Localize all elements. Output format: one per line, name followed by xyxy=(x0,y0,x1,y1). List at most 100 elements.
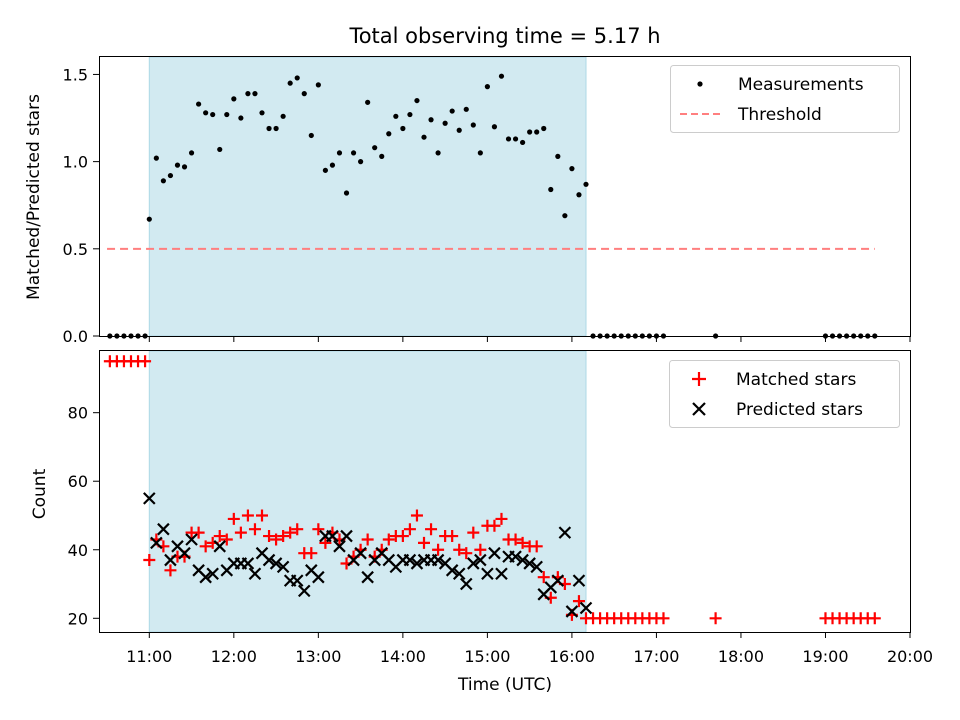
measurement-point xyxy=(548,186,554,193)
legend-matched-label: Matched stars xyxy=(736,370,856,390)
matched-star-point xyxy=(234,526,247,539)
x-tick-label: 18:00 xyxy=(718,647,764,666)
measurement-point xyxy=(153,155,159,161)
matched-star-point xyxy=(164,564,177,577)
measurement-point xyxy=(386,131,392,137)
x-tick-label: 17:00 xyxy=(633,647,679,666)
predicted-star-point xyxy=(410,557,424,570)
bottom-y-ticks: 20 40 60 80 xyxy=(68,404,100,628)
measurement-point xyxy=(414,97,420,104)
predicted-star-point xyxy=(565,605,579,618)
measurement-point xyxy=(534,129,540,135)
legend-measurements-marker xyxy=(697,81,703,87)
shaded-observing-span xyxy=(148,350,587,633)
y-tick-label: 80 xyxy=(68,404,88,423)
measurement-point xyxy=(174,162,181,168)
predicted-star-point xyxy=(290,574,304,587)
predicted-star-point xyxy=(213,540,227,553)
matched-star-point xyxy=(291,523,304,536)
matched-star-point xyxy=(572,595,585,608)
predicted-star-point xyxy=(403,553,417,567)
predicted-star-point xyxy=(474,553,487,567)
matched-star-point xyxy=(410,509,423,522)
predicted-star-point xyxy=(509,550,522,563)
matched-star-point xyxy=(270,533,283,546)
matched-star-point xyxy=(284,526,297,539)
matched-star-point xyxy=(446,530,459,543)
top-y-ticks: 0.0 0.5 1.0 1.5 xyxy=(63,65,100,346)
predicted-star-point xyxy=(241,557,255,570)
top-x-ticks xyxy=(148,336,911,342)
legend-matched-marker xyxy=(692,372,706,386)
measurement-point xyxy=(196,101,202,107)
measurement-point xyxy=(301,91,307,97)
matched-star-point xyxy=(530,540,543,553)
measurement-point xyxy=(428,117,434,123)
bottom-shaded-span-layer xyxy=(148,350,587,633)
predicted-star-point xyxy=(354,546,367,560)
y-tick-label: 20 xyxy=(68,609,88,628)
measurement-point xyxy=(188,150,195,156)
measurement-point xyxy=(259,110,265,116)
measurement-point xyxy=(203,110,209,116)
predicted-star-point xyxy=(445,564,459,577)
top-y-axis-label: Matched/Predicted stars xyxy=(24,94,44,300)
y-tick-label: 1.0 xyxy=(63,153,88,172)
measurement-point xyxy=(280,113,286,119)
predicted-star-point xyxy=(579,601,593,615)
matched-star-point xyxy=(199,540,212,553)
predicted-star-point xyxy=(558,526,572,539)
predicted-star-point xyxy=(276,560,290,574)
measurement-point xyxy=(210,111,216,118)
legend-predicted-marker xyxy=(692,402,706,416)
matched-star-point xyxy=(453,543,466,556)
predicted-star-point xyxy=(185,533,198,546)
measurement-point xyxy=(470,122,476,128)
measurement-point xyxy=(393,113,399,119)
predicted-star-point xyxy=(157,522,170,536)
measurement-point xyxy=(167,172,174,179)
predicted-star-point xyxy=(361,570,374,584)
predicted-star-point xyxy=(530,560,543,574)
matched-star-point xyxy=(192,526,205,539)
measurement-point xyxy=(294,75,300,81)
measurement-point xyxy=(505,136,512,142)
measurement-point xyxy=(315,82,321,88)
matched-star-point xyxy=(213,530,226,543)
matched-star-point xyxy=(537,571,550,584)
measurement-point xyxy=(273,125,279,132)
matched-star-point xyxy=(474,543,487,556)
predicted-star-point xyxy=(431,553,445,567)
matched-star-point xyxy=(263,530,276,543)
predicted-star-point xyxy=(481,567,494,581)
matched-star-point xyxy=(312,523,325,536)
matched-star-point xyxy=(709,612,722,625)
matched-star-point xyxy=(418,536,430,549)
bottom-y-axis-label: Count xyxy=(30,468,50,519)
matched-star-point xyxy=(241,509,254,522)
measurement-point xyxy=(541,125,547,132)
predicted-star-point xyxy=(248,567,262,581)
measurement-point xyxy=(322,167,328,173)
y-tick-label: 60 xyxy=(68,472,88,491)
x-tick-label: 16:00 xyxy=(549,647,595,666)
x-tick-label: 11:00 xyxy=(126,647,172,666)
measurement-point xyxy=(160,178,166,184)
measurement-point xyxy=(498,73,505,79)
measurement-point xyxy=(583,181,589,187)
measurement-point xyxy=(435,150,441,156)
measurement-point xyxy=(217,146,223,153)
measurement-point xyxy=(449,108,455,114)
bottom-legend-box xyxy=(669,360,900,428)
predicted-star-point xyxy=(452,567,466,581)
predicted-star-point xyxy=(143,492,156,505)
matched-star-point xyxy=(495,512,508,525)
top-shaded-span-layer xyxy=(148,56,587,337)
legend-predicted-label: Predicted stars xyxy=(736,400,863,420)
measurement-point xyxy=(252,91,258,97)
top-legend: Measurements Threshold xyxy=(670,65,900,133)
matched-star-point xyxy=(425,523,438,536)
predicted-star-point xyxy=(459,577,473,591)
predicted-star-point xyxy=(297,584,311,598)
measurement-point xyxy=(379,153,385,159)
